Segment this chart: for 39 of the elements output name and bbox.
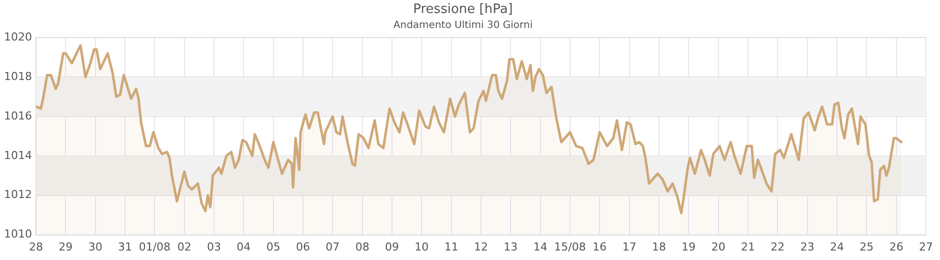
x-tick-label: 26 bbox=[889, 240, 904, 254]
x-tick-label: 12 bbox=[474, 240, 488, 254]
chart-subtitle: Andamento Ultimi 30 Giorni bbox=[393, 20, 533, 32]
x-tick-label: 02 bbox=[177, 240, 192, 254]
x-tick-label: 24 bbox=[830, 240, 844, 254]
x-tick-label: 19 bbox=[682, 240, 696, 254]
x-tick-label: 18 bbox=[652, 240, 666, 254]
y-tick-label: 1018 bbox=[4, 70, 32, 83]
x-tick-label: 11 bbox=[444, 240, 458, 254]
chart-title: Pressione [hPa] bbox=[413, 2, 513, 18]
x-tick-label: 06 bbox=[296, 240, 310, 254]
x-tick-label: 28 bbox=[28, 240, 43, 254]
x-tick-label: 17 bbox=[622, 240, 636, 254]
x-tick-label: 10 bbox=[414, 240, 429, 254]
y-tick-label: 1012 bbox=[4, 188, 32, 202]
x-tick-label: 05 bbox=[266, 240, 280, 254]
y-tick-label: 1014 bbox=[4, 148, 32, 162]
x-tick-label: 16 bbox=[592, 240, 607, 254]
x-tick-label: 15/08 bbox=[554, 240, 586, 254]
x-tick-label: 30 bbox=[88, 240, 102, 254]
y-tick-label: 1016 bbox=[4, 109, 32, 122]
x-tick-label: 14 bbox=[533, 240, 548, 254]
x-tick-label: 21 bbox=[741, 240, 755, 254]
x-tick-label: 27 bbox=[919, 240, 933, 254]
y-tick-label: 1020 bbox=[4, 30, 32, 44]
x-tick-label: 20 bbox=[711, 240, 726, 254]
x-tick-label: 03 bbox=[206, 240, 221, 254]
x-tick-label: 25 bbox=[860, 240, 874, 254]
x-tick-label: 22 bbox=[770, 240, 785, 254]
x-tick-label: 31 bbox=[118, 240, 132, 254]
x-tick-label: 01/08 bbox=[138, 240, 171, 254]
x-tick-label: 07 bbox=[326, 240, 340, 254]
x-tick-label: 13 bbox=[504, 240, 518, 254]
y-tick-label: 1010 bbox=[4, 228, 32, 241]
x-tick-label: 04 bbox=[236, 240, 251, 254]
x-tick-label: 29 bbox=[58, 240, 73, 254]
x-tick-label: 23 bbox=[800, 240, 814, 254]
x-tick-label: 08 bbox=[355, 240, 370, 254]
x-tick-label: 09 bbox=[384, 240, 399, 254]
